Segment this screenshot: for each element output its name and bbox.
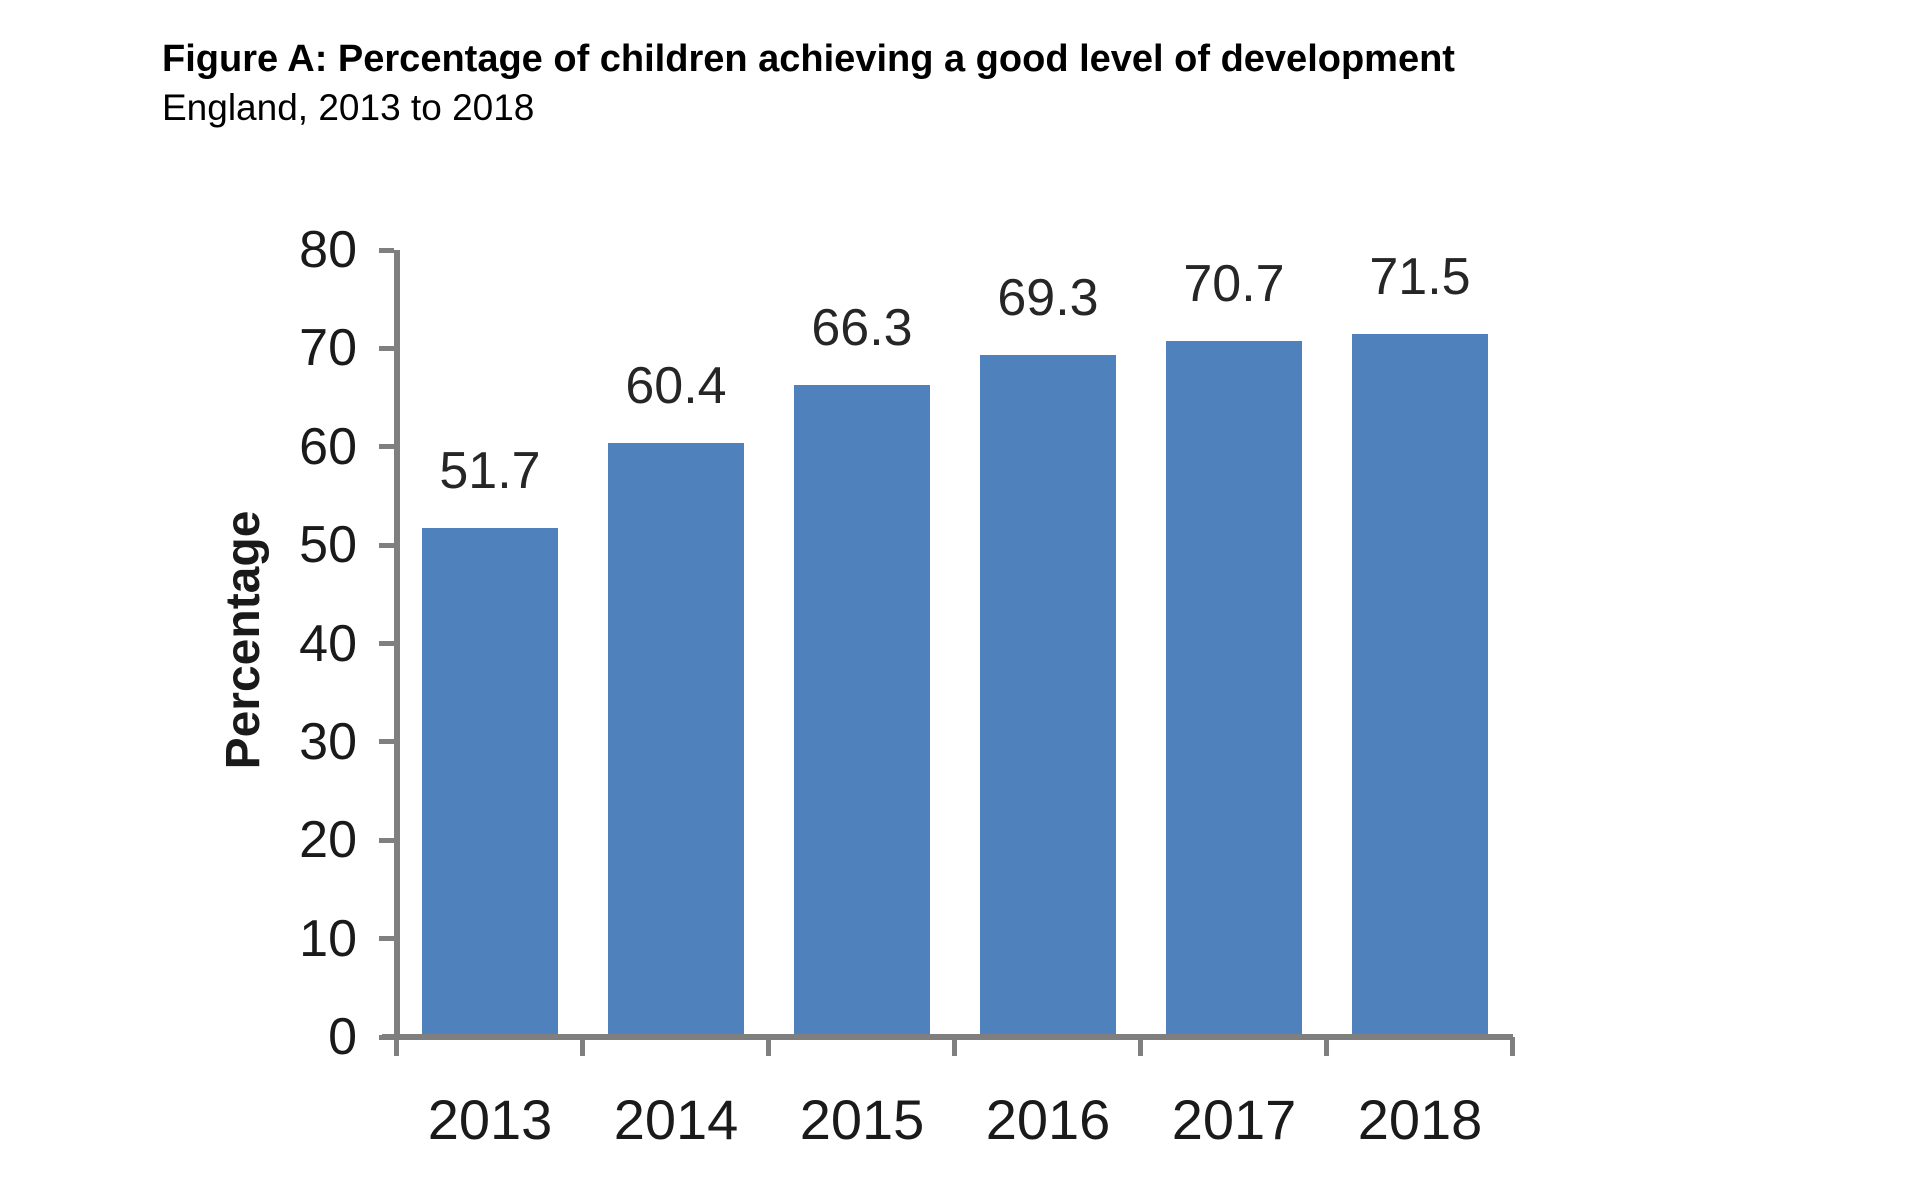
chart-header: Figure A: Percentage of children achievi…: [162, 34, 1455, 132]
x-axis-category-label: 2017: [1171, 1088, 1297, 1151]
bar-value-label: 71.5: [1369, 247, 1471, 306]
bar: [608, 442, 744, 1037]
y-axis-tick: [379, 936, 394, 942]
chart-subtitle: England, 2013 to 2018: [162, 87, 535, 128]
x-axis-category-label: 2015: [799, 1088, 925, 1151]
x-axis-tick: [951, 1037, 957, 1056]
y-axis-tick-label: 70: [299, 319, 357, 378]
y-axis-tick: [379, 837, 394, 843]
x-axis-tick: [1323, 1037, 1329, 1056]
y-axis-tick-label: 0: [328, 1008, 357, 1066]
x-axis-category-label: 2016: [985, 1088, 1111, 1151]
y-axis-tick-label: 40: [299, 614, 357, 673]
x-axis-tick: [1137, 1037, 1143, 1056]
y-axis-tick-label: 80: [299, 221, 357, 279]
y-axis-tick: [379, 444, 394, 450]
bar: [1352, 333, 1488, 1037]
x-axis-tick: [579, 1037, 585, 1056]
bar: [980, 355, 1116, 1037]
bar-value-label: 51.7: [439, 442, 541, 501]
y-axis-tick: [379, 641, 394, 646]
bar: [422, 528, 558, 1037]
chart-title: Figure A: Percentage of children achievi…: [162, 38, 1455, 80]
y-axis-tick-label: 30: [299, 712, 357, 771]
y-axis-tick: [379, 345, 394, 351]
x-axis-tick: [393, 1037, 399, 1056]
y-axis-tick: [379, 247, 394, 253]
y-axis-tick-label: 10: [299, 909, 357, 968]
y-axis-tick-label: 20: [299, 811, 357, 870]
x-axis-category-label: 2014: [613, 1088, 739, 1151]
x-axis-tick: [765, 1037, 771, 1056]
bar-value-label: 70.7: [1183, 255, 1285, 314]
bar-value-label: 60.4: [625, 356, 727, 415]
y-axis-tick-label: 50: [299, 516, 357, 575]
bar: [1166, 341, 1302, 1037]
y-axis-tick-label: 60: [299, 417, 357, 476]
x-axis-line: [382, 1034, 1513, 1040]
bar: [794, 384, 930, 1037]
x-axis-tick: [1509, 1037, 1515, 1056]
y-axis-line: [394, 250, 400, 1040]
bar-value-label: 66.3: [811, 298, 913, 357]
x-axis-category-label: 2013: [427, 1088, 553, 1151]
y-axis-tick: [379, 542, 394, 548]
bar-value-label: 69.3: [997, 269, 1099, 328]
x-axis-category-label: 2018: [1357, 1088, 1483, 1151]
y-axis-tick: [379, 739, 394, 745]
